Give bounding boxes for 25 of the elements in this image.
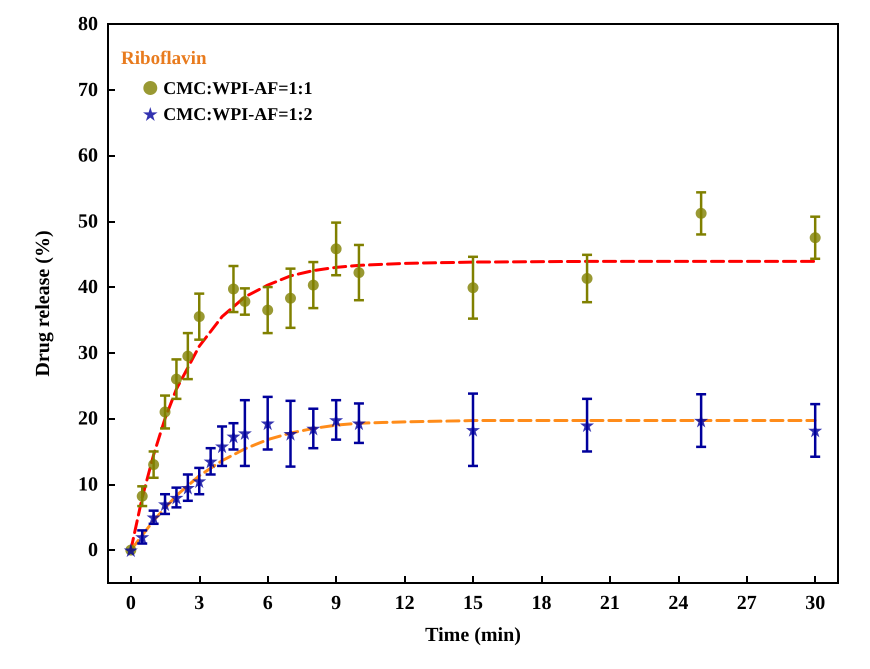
y-tick-label: 20 — [78, 408, 98, 430]
y-tick-label: 10 — [78, 473, 98, 496]
y-tick-label: 60 — [78, 144, 98, 167]
y-axis-title: Drug release (%) — [32, 230, 54, 377]
y-tick-label: 80 — [78, 13, 98, 35]
x-tick-label: 30 — [805, 592, 826, 614]
legend-label: CMC:WPI-AF=1:1 — [163, 78, 313, 98]
x-tick-label: 21 — [600, 592, 620, 614]
x-tick-label: 9 — [331, 592, 342, 614]
y-tick-label: 70 — [78, 78, 98, 101]
x-tick-label: 15 — [463, 592, 483, 614]
x-tick-label: 18 — [531, 592, 552, 614]
x-axis-title: Time (min) — [425, 624, 521, 646]
x-tick-label: 0 — [126, 592, 136, 614]
x-tick-label: 12 — [394, 592, 415, 614]
x-tick-label: 3 — [194, 592, 204, 614]
legend-label: CMC:WPI-AF=1:2 — [163, 104, 313, 124]
x-tick-label: 27 — [736, 592, 757, 614]
y-tick-label: 30 — [78, 342, 98, 364]
y-tick-label: 0 — [88, 539, 98, 562]
y-tick-label: 40 — [78, 276, 98, 298]
legend-title: Riboflavin — [121, 48, 207, 69]
y-tick-label: 50 — [78, 210, 98, 232]
x-tick-label: 24 — [668, 592, 688, 614]
x-tick-label: 6 — [262, 592, 273, 614]
